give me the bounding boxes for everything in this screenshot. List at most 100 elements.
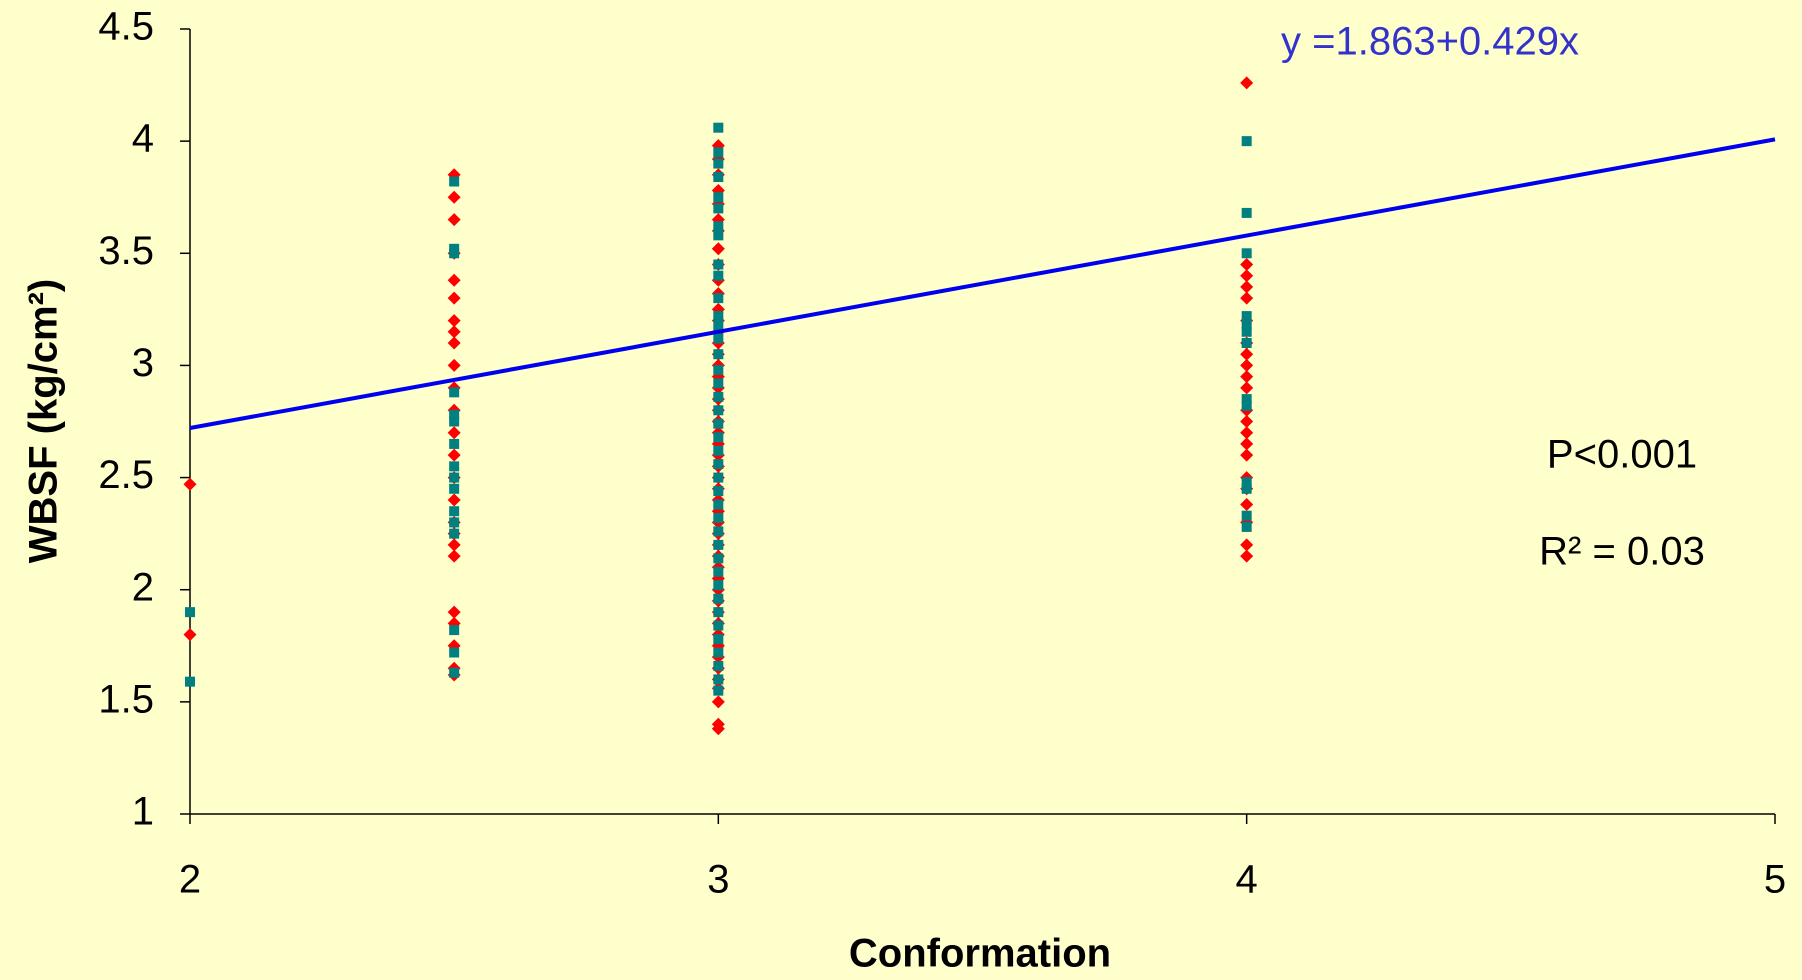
y-tick-label: 3.5 [98,229,154,273]
diamond-point [1240,358,1254,372]
diamond-point [447,538,461,552]
square-point [713,432,724,443]
square-point [1241,136,1252,147]
square-point [1241,510,1252,521]
square-point [713,445,724,456]
diamond-point [1240,415,1254,428]
square-point [713,122,724,133]
square-point [713,459,724,470]
square-point [713,333,724,344]
square-point [713,499,724,510]
square-point [713,660,724,671]
diamond-point [1240,76,1254,90]
diamond-point [1240,497,1254,511]
diamond-point [447,190,461,204]
square-point [713,685,724,696]
diamond-point [1240,291,1254,305]
x-axis-title: Conformation [849,932,1111,976]
diamond-point [1240,549,1254,563]
diamond-point [447,273,461,287]
square-point [1241,394,1252,405]
y-tick-label: 1 [132,790,154,834]
square-point [449,517,460,528]
diamond-point [183,628,197,642]
diamond-point [447,549,461,563]
x-tick-label: 4 [1236,858,1258,902]
diamond-point [711,695,725,709]
square-point [713,293,724,304]
square-point [1241,477,1252,488]
square-point [185,676,195,687]
square-point [713,580,724,591]
square-point [713,512,724,523]
square-point [713,378,724,389]
square-point [713,349,724,360]
square-point [449,438,460,449]
square-point [713,674,724,685]
diamond-point [1240,437,1254,451]
trendline [189,137,1776,430]
diamond-point [447,448,461,462]
square-point [1241,521,1252,532]
square-point [713,311,724,322]
square-point [713,526,724,537]
square-point [713,230,724,241]
diamond-point [1240,448,1254,462]
square-point [713,539,724,550]
p-value: P<0.001 [1547,433,1697,477]
square-point [713,147,724,158]
square-point [1241,338,1252,348]
diamond-point [447,291,461,305]
square-point [449,528,460,539]
square-point [449,483,460,494]
square-point [449,409,460,420]
diamond-point [1240,258,1254,271]
square-point [713,566,724,577]
square-point [713,405,724,416]
diamond-point [1240,280,1254,294]
square-point [449,506,460,517]
square-point [713,553,724,564]
equation: y =1.863+0.429x [1281,20,1579,64]
square-point [449,625,460,636]
square-point [713,192,724,203]
square-point [713,158,724,169]
x-tick-label: 3 [707,858,729,902]
square-point [449,387,460,398]
square-point [713,221,724,232]
square-point [449,416,460,427]
square-point [713,607,724,618]
diamond-point [447,336,461,350]
diamond-point [1240,426,1254,440]
diamond-point [1240,370,1254,384]
diamond-point [447,314,461,328]
diamond-point [1240,381,1254,395]
square-point [713,320,724,331]
square-point [449,647,460,658]
square-point [713,593,724,604]
y-axis-title: WBSF (kg/cm²) [22,279,66,563]
square-point [713,172,724,183]
diamond-point [711,722,725,736]
x-tick-label: 2 [179,858,201,902]
square-point [1241,400,1252,411]
square-point [1241,207,1252,218]
diamond-point [447,213,461,227]
square-point [1241,248,1252,259]
square-point [713,391,724,402]
x-tick-label: 5 [1764,858,1786,902]
square-point [713,634,724,645]
y-tick-label: 4.5 [98,5,154,49]
y-tick-label: 3 [132,341,154,385]
square-point [1241,311,1252,322]
y-tick-label: 4 [132,117,154,161]
diamond-point [183,477,197,491]
square-point [713,486,724,497]
square-point [713,203,724,214]
square-point [449,248,460,259]
square-point [449,667,460,678]
square-point [713,418,724,429]
diamond-point [1240,347,1254,361]
